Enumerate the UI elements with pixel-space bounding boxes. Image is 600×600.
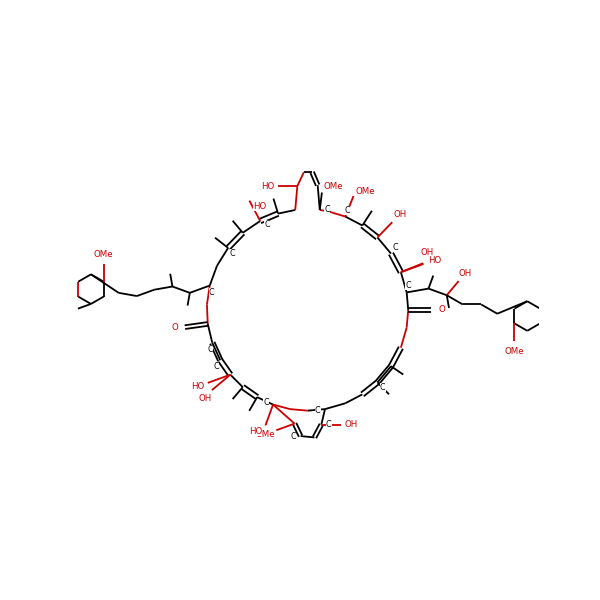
Text: C: C: [209, 288, 214, 297]
Text: HO: HO: [261, 182, 274, 191]
Text: OMe: OMe: [323, 182, 343, 191]
Text: HO: HO: [191, 382, 204, 391]
Text: OMe: OMe: [505, 347, 524, 356]
Text: C: C: [326, 420, 332, 429]
Text: C: C: [265, 220, 270, 229]
Text: C: C: [380, 383, 386, 392]
Text: C: C: [214, 362, 220, 371]
Text: OH: OH: [198, 394, 211, 403]
Text: C: C: [392, 244, 398, 253]
Text: O: O: [172, 323, 178, 332]
Text: OH: OH: [344, 420, 358, 429]
Text: HO: HO: [428, 256, 441, 265]
Text: HO: HO: [253, 202, 266, 211]
Text: C: C: [207, 345, 212, 354]
Text: OMe: OMe: [356, 187, 376, 196]
Text: O: O: [438, 305, 445, 314]
Text: OMe: OMe: [256, 430, 275, 439]
Text: C: C: [405, 281, 411, 290]
Text: C: C: [290, 431, 296, 440]
Text: OH: OH: [421, 248, 434, 257]
Text: C: C: [324, 205, 330, 214]
Text: OH: OH: [394, 209, 407, 218]
Text: OMe: OMe: [94, 250, 113, 259]
Text: C: C: [315, 406, 320, 415]
Text: C: C: [263, 398, 269, 407]
Text: C: C: [230, 249, 235, 258]
Text: C: C: [344, 206, 350, 215]
Text: HO: HO: [249, 427, 262, 436]
Text: OH: OH: [458, 269, 472, 278]
